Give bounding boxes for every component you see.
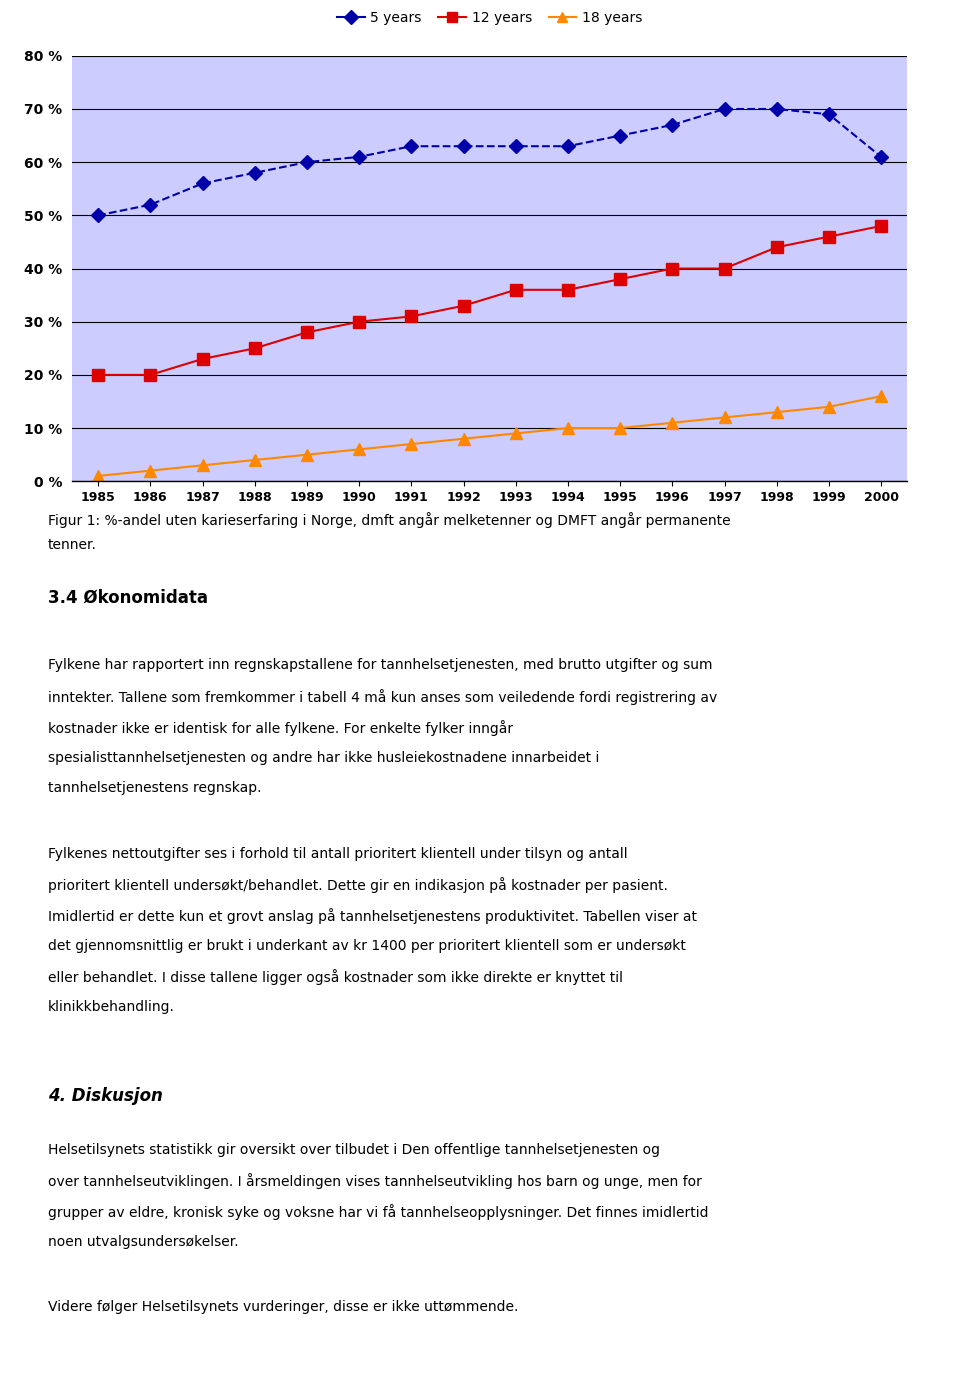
Text: Figur 1: %-andel uten karieserfaring i Norge, dmft angår melketenner og DMFT ang: Figur 1: %-andel uten karieserfaring i N… (48, 512, 731, 527)
Text: tannhelsetjenestens regnskap.: tannhelsetjenestens regnskap. (48, 781, 261, 795)
Text: eller behandlet. I disse tallene ligger også kostnader som ikke direkte er knytt: eller behandlet. I disse tallene ligger … (48, 970, 623, 985)
Text: over tannhelseutviklingen. I årsmeldingen vises tannhelseutvikling hos barn og u: over tannhelseutviklingen. I årsmeldinge… (48, 1173, 702, 1189)
Text: spesialisttannhelsetjenesten og andre har ikke husleiekostnadene innarbeidet i: spesialisttannhelsetjenesten og andre ha… (48, 751, 599, 764)
Text: prioritert klientell undersøkt/behandlet. Dette gir en indikasjon på kostnader p: prioritert klientell undersøkt/behandlet… (48, 877, 668, 893)
Text: 4. Diskusjon: 4. Diskusjon (48, 1087, 163, 1105)
Text: det gjennomsnittlig er brukt i underkant av kr 1400 per prioritert klientell som: det gjennomsnittlig er brukt i underkant… (48, 939, 685, 953)
Text: Fylkene har rapportert inn regnskapstallene for tannhelsetjenesten, med brutto u: Fylkene har rapportert inn regnskapstall… (48, 658, 712, 672)
Text: inntekter. Tallene som fremkommer i tabell 4 må kun anses som veiledende fordi r: inntekter. Tallene som fremkommer i tabe… (48, 689, 717, 704)
Text: klinikkbehandling.: klinikkbehandling. (48, 1000, 175, 1014)
Text: kostnader ikke er identisk for alle fylkene. For enkelte fylker inngår: kostnader ikke er identisk for alle fylk… (48, 720, 514, 735)
Text: Videre følger Helsetilsynets vurderinger, disse er ikke uttømmende.: Videre følger Helsetilsynets vurderinger… (48, 1300, 518, 1314)
Text: tenner.: tenner. (48, 538, 97, 552)
Text: noen utvalgsundersøkelser.: noen utvalgsundersøkelser. (48, 1235, 239, 1249)
Text: 3.4 Økonomidata: 3.4 Økonomidata (48, 589, 208, 607)
Text: Fylkenes nettoutgifter ses i forhold til antall prioritert klientell under tilsy: Fylkenes nettoutgifter ses i forhold til… (48, 847, 628, 861)
Text: grupper av eldre, kronisk syke og voksne har vi få tannhelseopplysninger. Det fi: grupper av eldre, kronisk syke og voksne… (48, 1204, 708, 1219)
Text: Helsetilsynets statistikk gir oversikt over tilbudet i Den offentlige tannhelset: Helsetilsynets statistikk gir oversikt o… (48, 1143, 660, 1156)
Text: Imidlertid er dette kun et grovt anslag på tannhelsetjenestens produktivitet. Ta: Imidlertid er dette kun et grovt anslag … (48, 908, 697, 923)
Legend: 5 years, 12 years, 18 years: 5 years, 12 years, 18 years (331, 6, 648, 31)
